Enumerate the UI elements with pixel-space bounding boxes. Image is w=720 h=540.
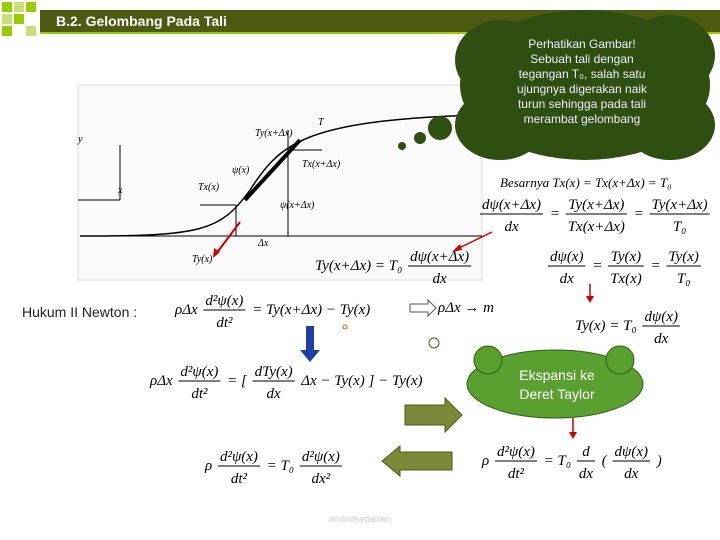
fraction-denominator: dx (654, 331, 669, 347)
figure (77, 84, 483, 281)
fraction-numerator: dψ(x+Δx) (482, 197, 541, 213)
equation: dψ(x) dx = Ty(x) Tx(x) = Ty(x) T₀ (548, 249, 701, 287)
taylor-bubble (466, 345, 644, 419)
header-decoration (2, 2, 36, 36)
callout-line: turun sehingga pada tali (518, 97, 646, 111)
fraction-numerator: d²ψ(x) (220, 449, 258, 465)
fraction-denominator: T₀ (677, 271, 691, 287)
equation-text: = T₀ (540, 453, 575, 469)
equation-text: ( (598, 453, 611, 469)
fraction-denominator: Tx(x+Δx) (568, 219, 625, 235)
equation-text: ρΔx (174, 302, 201, 318)
equation: Ty(x) = T₀ dψ(x) dx (575, 309, 680, 347)
fraction-numerator: dψ(x+Δx) (410, 249, 469, 265)
fraction-numerator: d²ψ(x) (302, 449, 340, 465)
figure-label: T (318, 117, 325, 128)
fraction-denominator: dt² (216, 315, 233, 331)
fraction-denominator: dx (433, 271, 448, 287)
figure-label: Tx(x) (198, 182, 220, 193)
equation-text: = [ (223, 373, 250, 389)
equation-text: Ty(x+Δx) = T₀ (315, 258, 406, 274)
figure-label: x (117, 185, 123, 196)
fraction-denominator: dt² (231, 471, 248, 487)
callout-line: ujungnya digerakan naik (517, 82, 648, 96)
fraction-denominator: T₀ (673, 219, 687, 235)
fraction-denominator: dt² (191, 386, 208, 402)
fraction-numerator: Ty(x+Δx) (652, 197, 708, 213)
callout-line: Sebuah tali dengan (530, 52, 633, 66)
equation-text: = (588, 258, 606, 274)
fraction-numerator: Ty(x) (611, 249, 642, 265)
fraction-numerator: Ty(x) (668, 249, 699, 265)
figure-label: ψ(x) (232, 165, 250, 176)
equation-text: Ty(x) = T₀ (575, 318, 640, 334)
figure-label: Δx (257, 238, 269, 249)
equation-text: ρ (481, 453, 493, 469)
fraction-numerator: dψ(x) (644, 309, 677, 325)
header-rule (40, 32, 720, 34)
figure-label: Tx(x+Δx) (302, 159, 341, 170)
law-label: Hukum II Newton : (22, 304, 137, 320)
equation-text: ρ (204, 458, 216, 474)
fraction-numerator: d²ψ(x) (205, 293, 243, 309)
equation-text: Besarnya Tx(x) = Tx(x+Δx) = T₀ (500, 175, 672, 190)
equation-text: Δx − Ty(x) ] − Ty(x) (298, 373, 423, 389)
equation: ρΔx d²ψ(x) dt² = [ dTy(x) dx Δx − Ty(x) ] … (149, 364, 423, 402)
fraction-numerator: dψ(x) (550, 249, 583, 265)
fraction-numerator: Ty(x+Δx) (568, 197, 624, 213)
equation: ρΔx → m (437, 300, 494, 316)
fraction-numerator: d²ψ(x) (497, 444, 535, 460)
equation-text: ) (653, 453, 662, 469)
callout-line: merambat gelombang (524, 112, 641, 126)
bubble-line: Deret Taylor (519, 386, 595, 402)
figure-label: Ty(x+Δx) (255, 128, 293, 139)
fraction-denominator: dx (267, 386, 282, 402)
fraction-numerator: dψ(x) (615, 444, 648, 460)
arrows (213, 221, 594, 478)
equation: Ty(x+Δx) = T₀ dψ(x+Δx) dx (315, 249, 472, 287)
fraction-numerator: dTy(x) (255, 364, 293, 380)
fraction-numerator: d (582, 444, 590, 460)
equation-text: = Ty(x+Δx) − Ty(x) (248, 302, 370, 318)
equation: ρ d²ψ(x) dt² = T₀ d²ψ(x) dx² (204, 449, 342, 487)
equation-text: ρΔx (149, 373, 176, 389)
equation: dψ(x+Δx) dx = Ty(x+Δx) Tx(x+Δx) = Ty(x+Δx)… (480, 197, 710, 235)
fraction-numerator: d²ψ(x) (180, 364, 218, 380)
callout-line: tegangan T₀, salah satu (519, 67, 646, 81)
equation-text: ρΔx → m (437, 300, 494, 316)
figure-label: y (77, 134, 83, 145)
equation: ρ d²ψ(x) dt² = T₀ d dx ( dψ(x) dx ) (481, 444, 662, 482)
figure-label: Ty(x) (192, 254, 213, 265)
fraction-denominator: dx² (312, 471, 331, 487)
fraction-denominator: dt² (508, 466, 525, 482)
fraction-denominator: dx (579, 466, 594, 482)
bubble-line: Ekspansi ke (519, 367, 595, 383)
equation-text: = (630, 206, 648, 222)
equation: Besarnya Tx(x) = Tx(x+Δx) = T₀ (500, 175, 672, 190)
equation: ρΔx d²ψ(x) dt² = Ty(x+Δx) − Ty(x) (174, 293, 370, 331)
figure-label: ψ(x+Δx) (280, 200, 315, 211)
fraction-denominator: Tx(x) (610, 271, 642, 287)
fraction-denominator: dx (504, 219, 519, 235)
footer: andriwsetiawan (329, 514, 391, 524)
callout-cloud (398, 10, 715, 160)
fraction-denominator: dx (624, 466, 639, 482)
equation-text: = (546, 206, 564, 222)
header-title: B.2. Gelombang Pada Tali (56, 13, 227, 29)
equation-text: = T₀ (263, 458, 298, 474)
equation-text: = (647, 258, 665, 274)
fraction-denominator: dx (560, 271, 575, 287)
callout-line: Perhatikan Gambar! (528, 37, 635, 51)
